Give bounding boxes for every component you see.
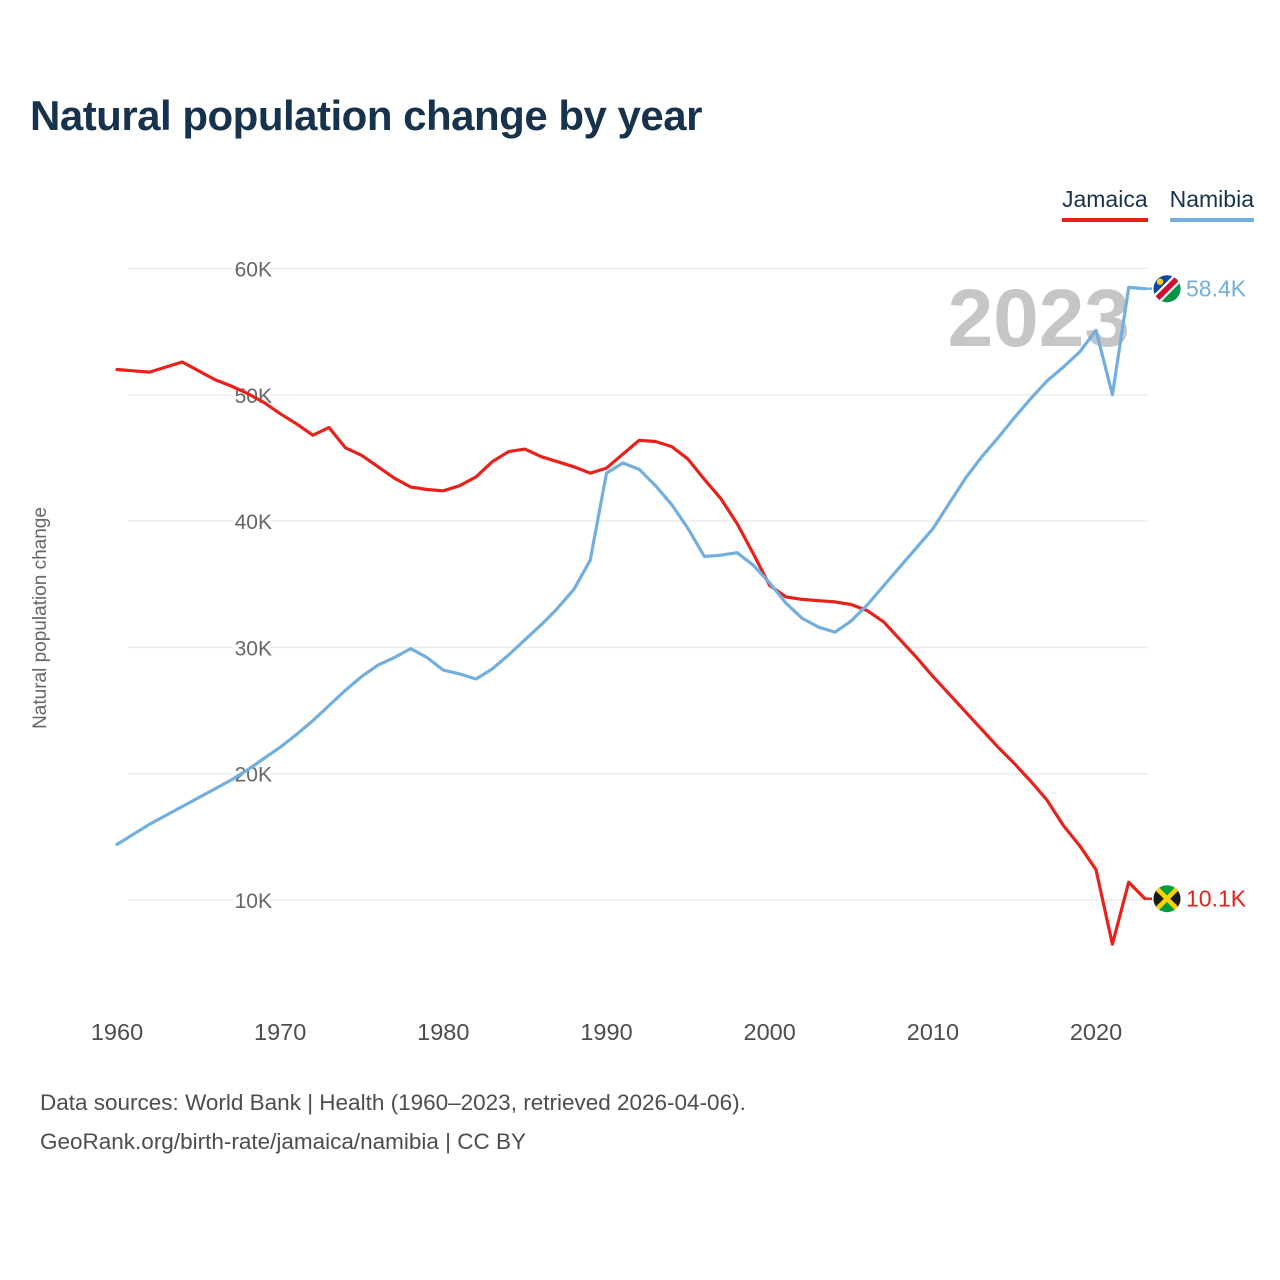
y-tick-label: 10K: [235, 890, 272, 913]
page-title: Natural population change by year: [30, 92, 702, 139]
x-tick-label: 2020: [1070, 1019, 1122, 1045]
legend-label-namibia: Namibia: [1169, 186, 1254, 212]
jamaica-line: [115, 360, 1147, 946]
x-tick-label: 2000: [744, 1019, 796, 1045]
legend-item-jamaica[interactable]: Jamaica: [1061, 186, 1148, 222]
end-value-label-namibia: 58.4K: [1186, 276, 1247, 302]
namibia-line: [115, 285, 1147, 847]
gridlines: [128, 267, 1148, 901]
attribution-line: GeoRank.org/birth-rate/jamaica/namibia |…: [40, 1128, 527, 1154]
x-tick-label: 2010: [907, 1019, 959, 1045]
y-tick-label: 30K: [235, 637, 272, 660]
end-value-label-jamaica: 10.1K: [1186, 886, 1247, 912]
x-axis-tick-labels: 1960 1970 1980 1990 2000 2010 2020: [91, 1019, 1122, 1045]
series-lines: [115, 285, 1147, 946]
series-end-labels: 10.1K 58.4K: [1146, 274, 1247, 914]
y-axis-title: Natural population change: [30, 507, 51, 729]
y-tick-label: 40K: [235, 511, 272, 534]
namibia-flag-icon: [1152, 274, 1182, 304]
y-tick-label: 60K: [235, 259, 272, 282]
legend-item-namibia[interactable]: Namibia: [1169, 186, 1254, 222]
legend: Jamaica Namibia: [1061, 186, 1254, 222]
x-tick-label: 1980: [417, 1019, 469, 1045]
x-tick-label: 1970: [254, 1019, 306, 1045]
data-sources-line: Data sources: World Bank | Health (1960–…: [40, 1090, 746, 1115]
legend-label-jamaica: Jamaica: [1061, 186, 1148, 212]
footer: Data sources: World Bank | Health (1960–…: [40, 1084, 746, 1161]
x-tick-label: 1960: [91, 1019, 143, 1045]
jamaica-flag-icon: [1152, 884, 1182, 914]
x-tick-label: 1990: [580, 1019, 632, 1045]
